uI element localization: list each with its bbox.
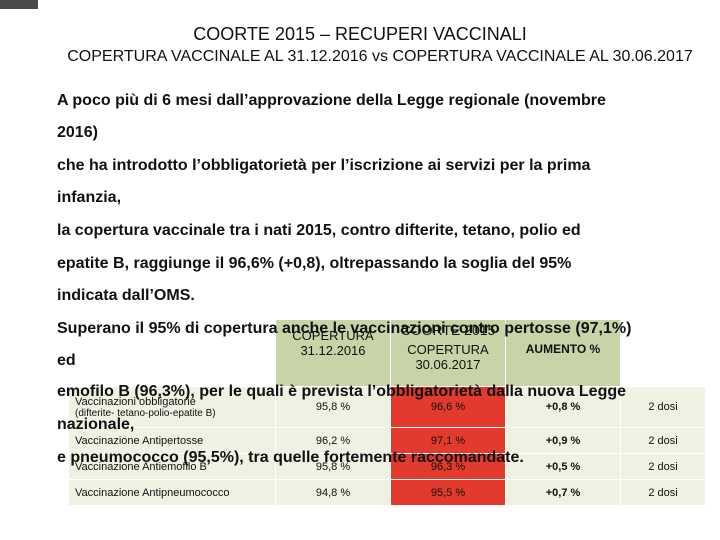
accent-bar [0,0,38,9]
table-title: COORTE 2015 [400,322,496,338]
row-increase: +0,8 % [505,386,621,428]
paragraph-line: emofilo B (96,3%), per le quali è previs… [57,383,627,400]
row-name-sub: (difterite- tetano-polio-epatite B) [75,407,216,419]
row-doses: 2 dosi [620,453,706,480]
header-col-30-06-2017: COORTE 2015 COPERTURA 30.06.2017 [390,319,506,387]
row-name: Vaccinazione Antipneumococco [68,479,276,506]
table-row: Vaccinazione Antipneumococco 94,8 % 95,5… [68,479,706,506]
row-coverage-2016: 96,2 % [275,427,391,454]
row-increase: +0,5 % [505,453,621,480]
slide-title: COORTE 2015 – RECUPERI VACCINALI [193,24,527,44]
row-coverage-2017: 97,1 % [390,427,506,454]
paragraph-line: 2016) [57,124,98,141]
header-blank-cell [68,319,276,387]
row-doses: 2 dosi [620,427,706,454]
row-doses: 2 dosi [620,386,706,428]
row-coverage-2016: 95,8 % [275,453,391,480]
header-blank-cell-dosi [620,319,706,387]
paragraph-line: epatite B, raggiunge il 96,6% (+0,8), ol… [57,255,572,272]
paragraph-line: indicata dall’OMS. [57,287,195,304]
paragraph-line: Superano il 95% di copertura anche le va… [57,320,632,337]
paragraph-line: la copertura vaccinale tra i nati 2015, … [57,222,581,239]
row-coverage-2017: 96,3 % [390,453,506,480]
slide-subtitle: COPERTURA VACCINALE AL 31.12.2016 vs COP… [67,48,693,65]
row-coverage-2016: 95,8 % [275,386,391,428]
row-coverage-2016: 94,8 % [275,479,391,506]
paragraph-line: nazionale, [57,416,135,433]
row-increase: +0,7 % [505,479,621,506]
header-col-30-06-2017-label: COPERTURA 30.06.2017 [407,342,489,372]
paragraph-line: e pneumococco (95,5%), tra quelle fortem… [57,449,524,466]
paragraph-line: infanzia, [57,189,122,206]
paragraph-line: che ha introdotto l’obbligatorietà per l… [57,157,591,174]
row-name: Vaccinazione Antipertosse [68,427,276,454]
header-col-aumento: AUMENTO % [505,319,621,387]
row-coverage-2017: 95,5 % [390,479,506,506]
paragraph-line: ed [57,352,76,369]
row-coverage-2017: 96,6 % [390,386,506,428]
row-increase: +0,9 % [505,427,621,454]
table-row: Vaccinazione Antipertosse 96,2 % 97,1 % … [68,427,706,454]
paragraph-line: A poco più di 6 mesi dall’approvazione d… [57,92,606,109]
row-name: Vaccinazioni obbligatorie [75,395,196,408]
row-doses: 2 dosi [620,479,706,506]
table-header-row: COPERTURA 31.12.2016 COORTE 2015 COPERTU… [68,319,706,387]
coverage-table: COPERTURA 31.12.2016 COORTE 2015 COPERTU… [68,319,706,506]
